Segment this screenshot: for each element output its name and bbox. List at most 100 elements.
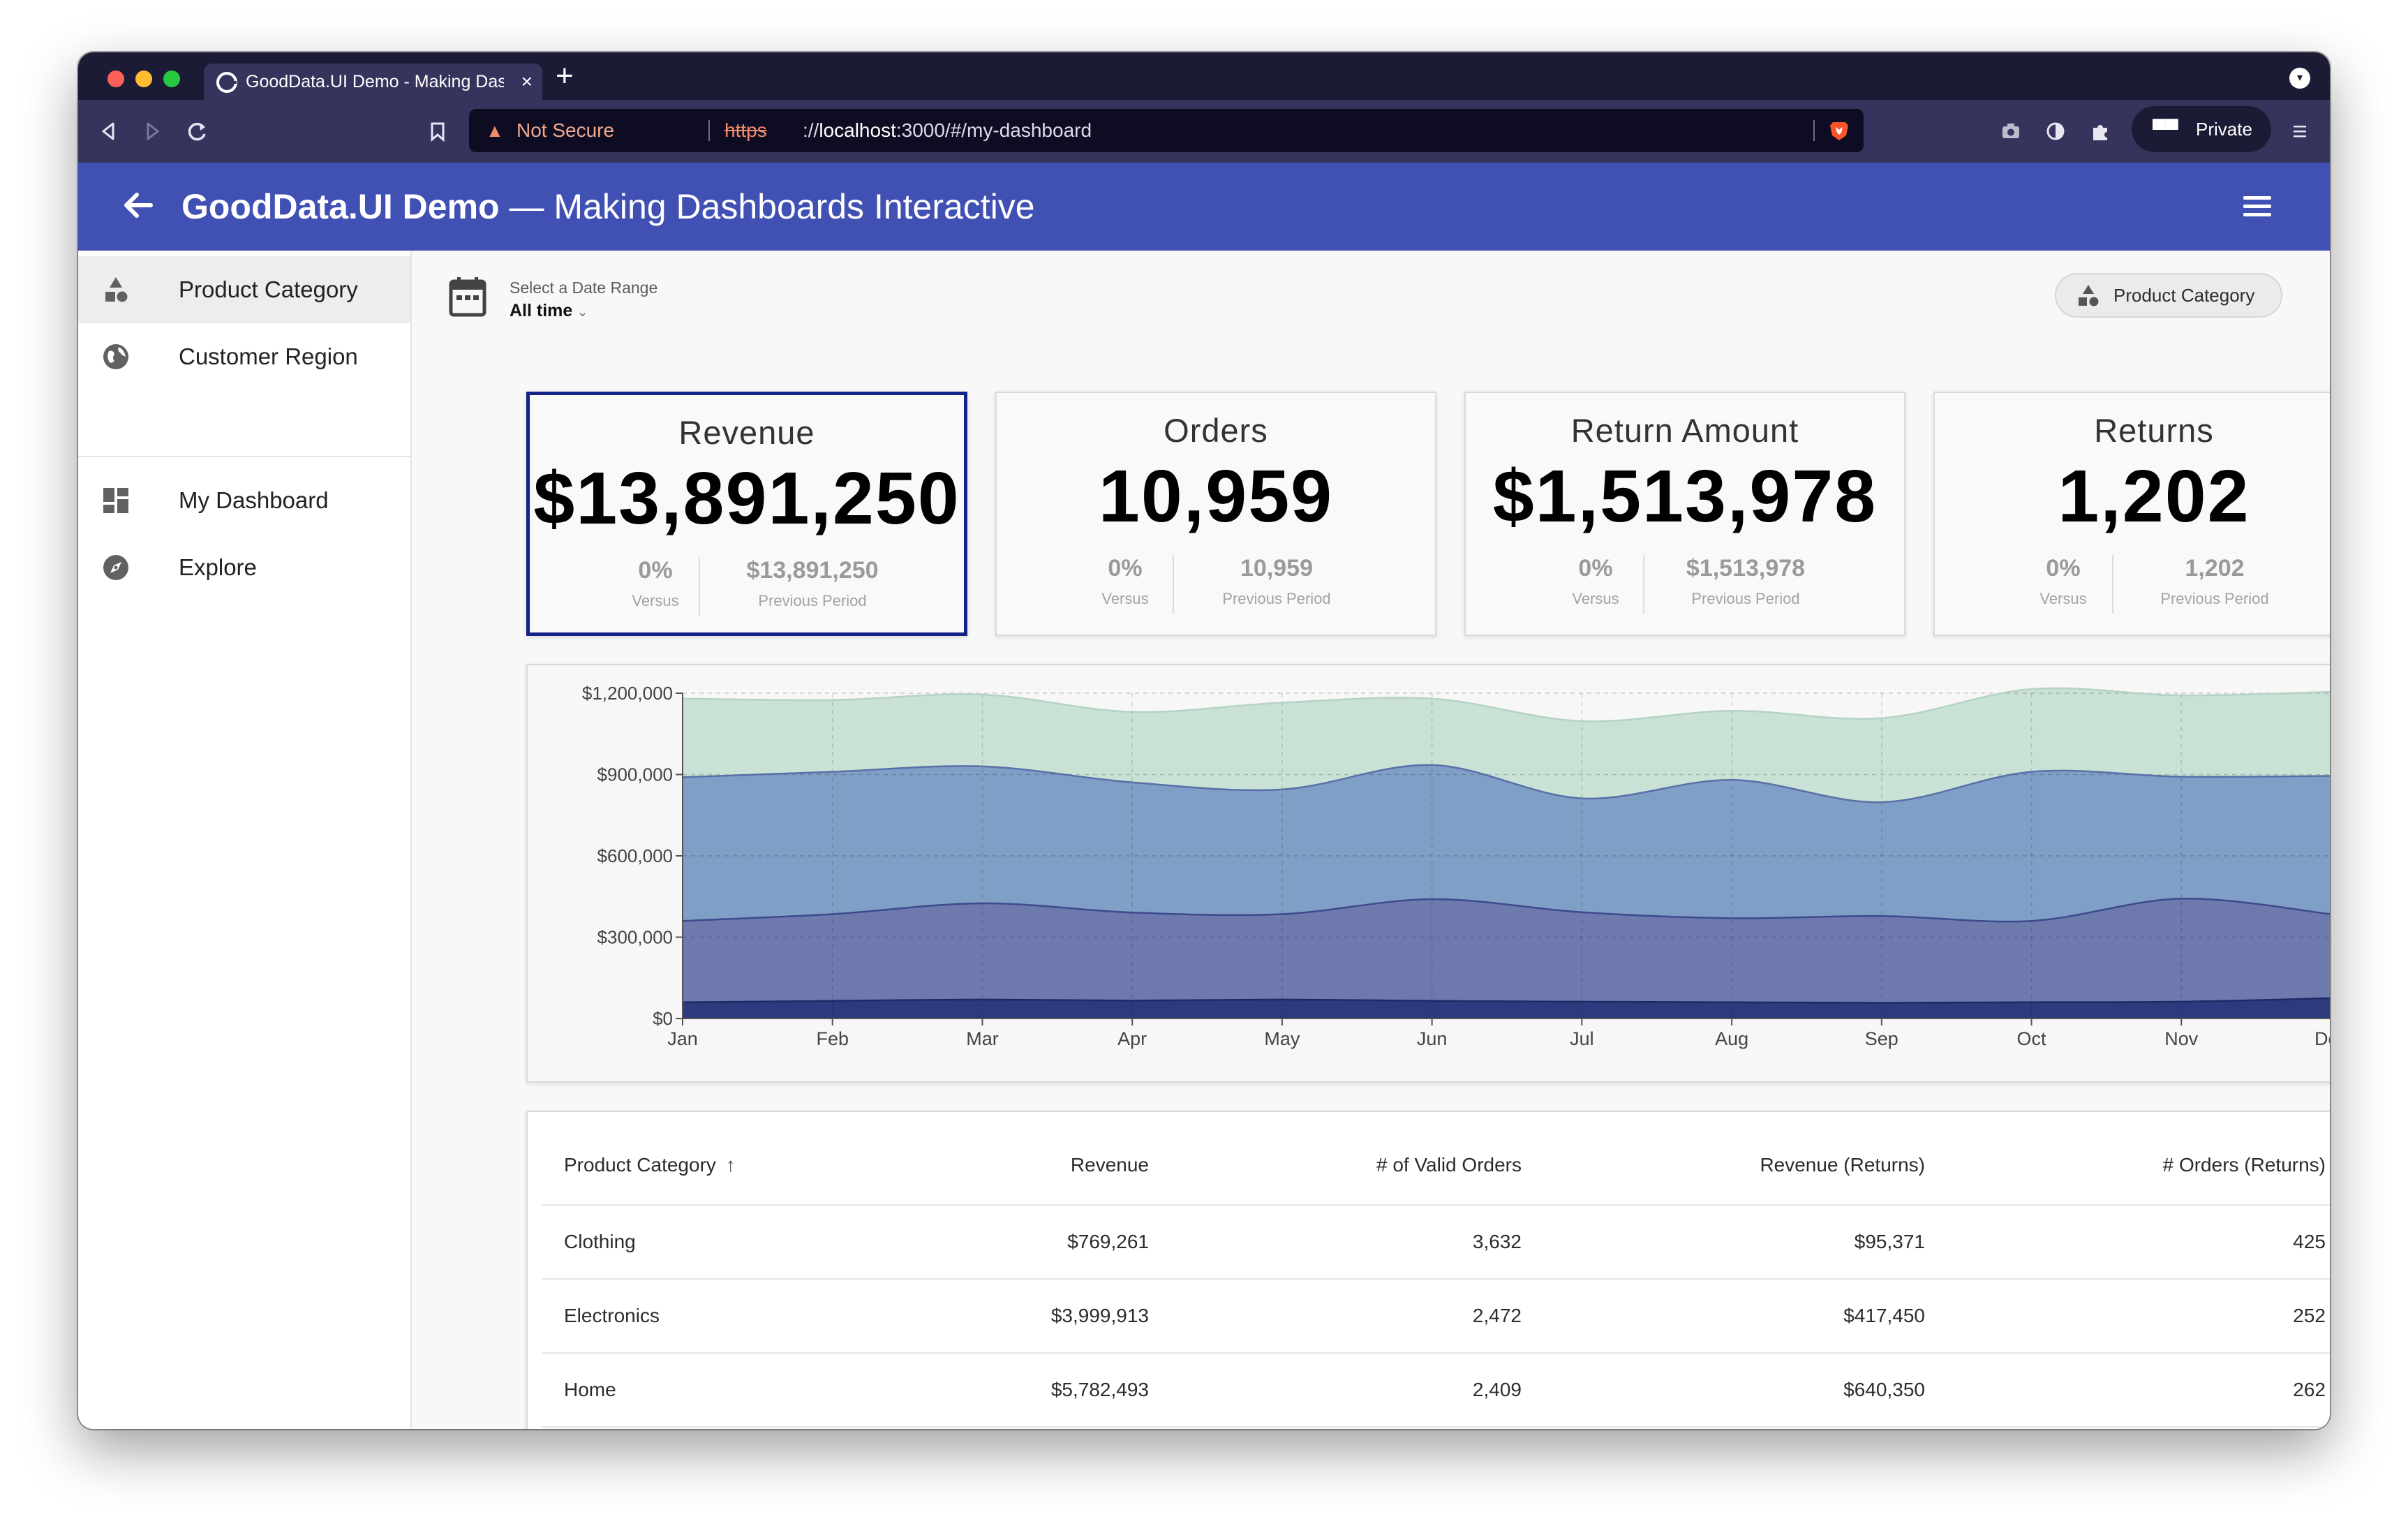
series-line-4: [682, 687, 2330, 723]
sidebar-item-label: Product Category: [179, 276, 358, 302]
kpi-change-label: Versus: [1572, 590, 1619, 607]
browser-toolbar: ▲ Not Secure https ://localhost:3000/#/m…: [78, 100, 2330, 163]
reload-icon[interactable]: [181, 115, 214, 147]
y-tick-label: $1,200,000: [582, 683, 673, 704]
x-tick-label: Aug: [1715, 1028, 1748, 1049]
date-range-dropdown[interactable]: All time ⌄: [510, 301, 588, 321]
private-glasses-icon: ▀▀: [2153, 119, 2178, 140]
bookmark-icon[interactable]: [422, 115, 454, 147]
x-tick-label: Oct: [2017, 1028, 2047, 1049]
forward-nav-icon[interactable]: [137, 115, 169, 147]
globe-icon: [103, 344, 128, 369]
kpi-previous-label: Previous Period: [1222, 590, 1331, 607]
chevron-down-icon: ⌄: [577, 304, 589, 320]
kpi-title: Returns: [2094, 412, 2214, 449]
product-category-filter-button[interactable]: Product Category: [2055, 273, 2282, 318]
y-tick-label: $300,000: [597, 927, 673, 948]
url-host: localhost: [819, 119, 896, 141]
dashboard-icon: [103, 488, 128, 513]
kpi-value: $13,891,250: [533, 457, 960, 540]
url-separator: [708, 120, 710, 141]
maximize-window-button[interactable]: [163, 71, 180, 87]
app-header: GoodData.UI Demo — Making Dashboards Int…: [78, 163, 2330, 251]
table-header-revenue[interactable]: Revenue: [1070, 1154, 1149, 1176]
kpi-change-percent: 0%: [1578, 555, 1613, 582]
table-cell: 2,472: [1472, 1305, 1522, 1326]
kpi-returns[interactable]: Returns 1,202 0% Versus 1,202 Previous P…: [1933, 392, 2330, 636]
kpi-orders[interactable]: Orders 10,959 0% Versus 10,959 Previous …: [995, 392, 1436, 636]
table-header-divider: [542, 1204, 2330, 1206]
kpi-previous-label: Previous Period: [2160, 590, 2269, 607]
address-bar[interactable]: ▲ Not Secure https ://localhost:3000/#/m…: [469, 109, 1864, 152]
revenue-area-chart: $0 $300,000 $600,000 $900,000 $1,200,000 Jan F…: [526, 664, 2330, 1083]
app-subtitle: — Making Dashboards Interactive: [499, 187, 1035, 226]
browser-window: GoodData.UI Demo - Making Dashboards Int…: [78, 52, 2330, 1429]
sidebar: Product Category Customer Region My Dash…: [78, 251, 412, 1429]
brave-shield-icon[interactable]: [1827, 119, 1851, 142]
sort-ascending-icon: ↑: [725, 1154, 736, 1176]
calendar-icon[interactable]: [448, 276, 487, 318]
table-header-label: Product Category: [564, 1154, 716, 1176]
screenshot-icon[interactable]: [1995, 115, 2027, 147]
browser-menu-icon[interactable]: [2284, 115, 2316, 147]
table-header-product-category[interactable]: Product Category ↑: [564, 1154, 736, 1176]
shapes-icon: [105, 277, 128, 302]
table-header-revenue-returns[interactable]: Revenue (Returns): [1760, 1154, 1925, 1176]
theme-toggle-icon[interactable]: [2039, 115, 2072, 147]
kpi-separator: [699, 557, 700, 616]
kpi-previous-value: $13,891,250: [746, 557, 879, 584]
table-cell: $95,371: [1854, 1231, 1925, 1252]
x-tick-label: Dec: [2314, 1028, 2330, 1049]
table-header-orders-returns[interactable]: # Orders (Returns): [2162, 1154, 2326, 1176]
table-cell: Home: [564, 1379, 616, 1400]
sidebar-item-my-dashboard[interactable]: My Dashboard: [78, 467, 410, 534]
table-header-valid-orders[interactable]: # of Valid Orders: [1376, 1154, 1522, 1176]
private-label: Private: [2196, 119, 2252, 140]
table-cell: $5,782,493: [1050, 1379, 1149, 1400]
back-arrow-icon[interactable]: [114, 181, 163, 230]
table-cell: 262: [2293, 1379, 2326, 1400]
gooddata-favicon-icon: [216, 72, 237, 93]
close-window-button[interactable]: [107, 71, 124, 87]
minimize-window-button[interactable]: [135, 71, 152, 87]
kpi-separator: [2112, 555, 2113, 614]
kpi-revenue[interactable]: Revenue $13,891,250 0% Versus $13,891,25…: [526, 392, 967, 636]
tab-title: GoodData.UI Demo - Making Dashboards Int…: [246, 72, 504, 91]
table-cell: 252: [2293, 1305, 2326, 1326]
kpi-change-percent: 0%: [1108, 555, 1143, 582]
hamburger-menu-icon[interactable]: [2243, 196, 2271, 217]
data-table: Product Category ↑ Revenue # of Valid Or…: [526, 1111, 2330, 1429]
x-tick-label: Jan: [667, 1028, 698, 1049]
private-window-badge[interactable]: ▀▀ Private: [2132, 106, 2271, 152]
tab-list-menu-icon[interactable]: ▾: [2289, 68, 2310, 89]
table-cell: 425: [2293, 1231, 2326, 1252]
area-series-2: [683, 898, 2330, 1019]
kpi-change-percent: 0%: [638, 557, 673, 584]
y-tick-label: $900,000: [597, 764, 673, 785]
back-nav-icon[interactable]: [92, 115, 124, 147]
table-cell: $3,999,913: [1050, 1305, 1149, 1326]
browser-tab-active[interactable]: GoodData.UI Demo - Making Dashboards Int…: [204, 64, 542, 100]
kpi-value: 10,959: [1098, 455, 1334, 538]
tab-close-icon[interactable]: ×: [521, 71, 533, 92]
kpi-previous-value: 1,202: [2185, 555, 2245, 582]
series-line-2: [682, 898, 2330, 923]
table-row-divider: [542, 1352, 2330, 1354]
sidebar-item-label: My Dashboard: [179, 487, 329, 513]
date-range-label: Select a Date Range: [510, 279, 658, 297]
area-chart-canvas: $0 $300,000 $600,000 $900,000 $1,200,000 Jan F…: [582, 683, 2330, 1049]
sidebar-item-product-category[interactable]: Product Category: [78, 256, 410, 323]
sidebar-item-customer-region[interactable]: Customer Region: [78, 323, 410, 390]
kpi-return-amount[interactable]: Return Amount $1,513,978 0% Versus $1,51…: [1464, 392, 1905, 636]
extensions-icon[interactable]: [2084, 115, 2116, 147]
y-tick-label: $0: [653, 1008, 673, 1029]
kpi-title: Revenue: [678, 414, 815, 451]
sidebar-item-explore[interactable]: Explore: [78, 534, 410, 601]
url-text: ://localhost:3000/#/my-dashboard: [803, 109, 1092, 152]
new-tab-button[interactable]: +: [556, 59, 574, 93]
shapes-icon: [2079, 285, 2099, 306]
x-tick-label: Nov: [2164, 1028, 2199, 1049]
browser-tab-bar: GoodData.UI Demo - Making Dashboards Int…: [78, 52, 2330, 100]
not-secure-label[interactable]: Not Secure: [516, 119, 615, 141]
x-tick-label: Jul: [1570, 1028, 1594, 1049]
